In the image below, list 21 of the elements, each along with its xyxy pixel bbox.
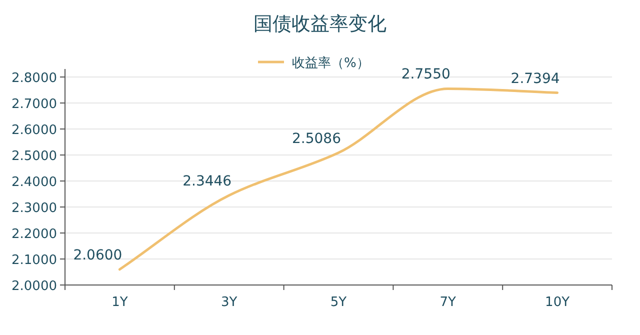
chart-title: 国债收益率变化 bbox=[254, 13, 386, 35]
x-tick-label: 5Y bbox=[330, 295, 347, 310]
data-label: 2.7550 bbox=[401, 66, 450, 83]
y-tick-label: 2.6000 bbox=[12, 123, 57, 138]
x-tick-label: 1Y bbox=[112, 295, 128, 310]
data-label: 2.0600 bbox=[73, 247, 122, 264]
y-tick-label: 2.8000 bbox=[12, 71, 57, 86]
y-tick-label: 2.7000 bbox=[12, 97, 57, 112]
x-tick-label: 7Y bbox=[440, 295, 456, 310]
y-tick-label: 2.1000 bbox=[12, 253, 57, 268]
y-tick-label: 2.2000 bbox=[12, 227, 57, 242]
data-label: 2.7394 bbox=[510, 70, 560, 87]
y-tick-label: 2.3000 bbox=[12, 201, 57, 216]
x-tick-label: 3Y bbox=[220, 295, 238, 310]
y-tick-label: 2.5000 bbox=[12, 149, 57, 164]
legend-label: 收益率（%） bbox=[292, 55, 370, 71]
x-tick-label: 10Y bbox=[545, 295, 570, 310]
y-tick-label: 2.0000 bbox=[12, 279, 57, 294]
data-label: 2.5086 bbox=[292, 130, 342, 147]
y-tick-label: 2.4000 bbox=[12, 175, 57, 190]
data-label: 2.3446 bbox=[182, 173, 232, 190]
